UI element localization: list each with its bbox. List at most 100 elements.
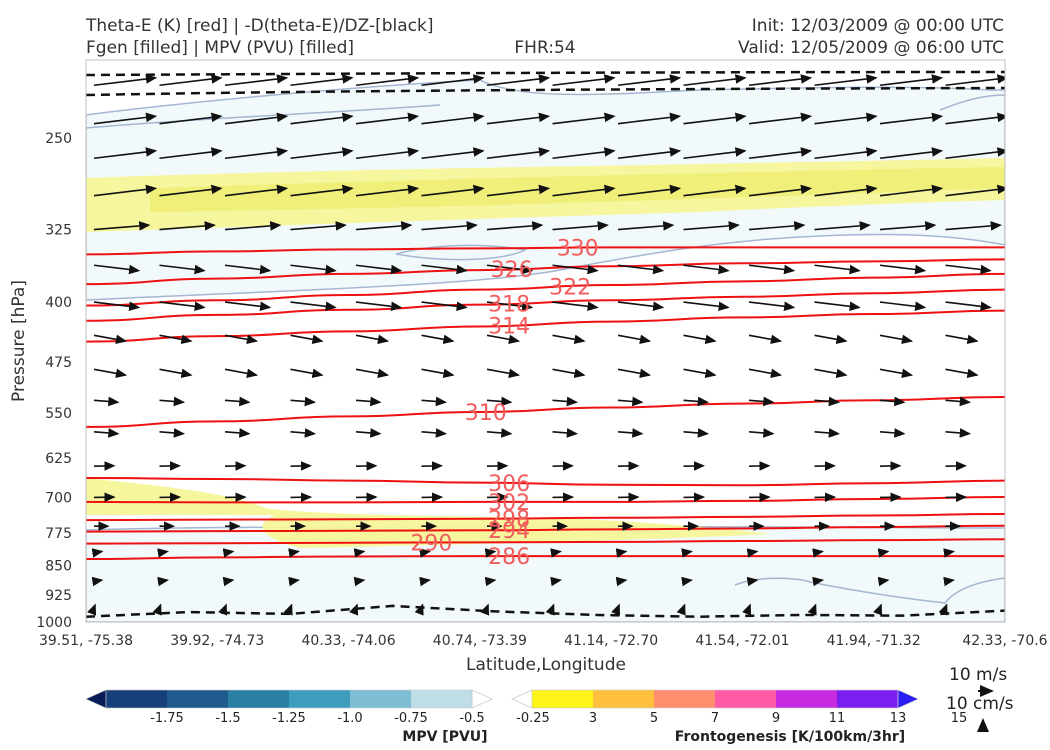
wind-vector xyxy=(617,147,682,160)
wind-vector xyxy=(355,74,420,87)
wind-vector xyxy=(93,184,158,197)
colorbar-extend-low xyxy=(85,689,107,709)
wind-vector xyxy=(349,603,359,616)
theta-e-label-318: 318 xyxy=(488,293,530,318)
wind-vector xyxy=(552,264,599,275)
wind-vector xyxy=(807,603,817,616)
theta-e-line-290 xyxy=(86,538,1005,545)
wind-vector xyxy=(355,112,420,125)
wind-vector xyxy=(879,112,944,125)
wind-vector xyxy=(224,221,282,231)
colorbar-tick-label: -1.5 xyxy=(215,711,240,726)
wind-vector xyxy=(157,548,169,558)
wind-vector xyxy=(159,368,193,379)
wind-vector xyxy=(879,74,944,87)
wind-vector xyxy=(159,264,206,275)
wind-vector xyxy=(683,112,747,125)
wind-vector xyxy=(290,301,337,312)
wind-vector xyxy=(486,221,544,231)
wind-vector xyxy=(421,428,448,438)
wind-vector xyxy=(748,147,813,160)
theta-e-line-286 xyxy=(86,555,1005,561)
colorbar-extend-high xyxy=(471,689,493,709)
y-tick-label: 775 xyxy=(45,526,72,542)
wind-vector xyxy=(742,603,752,616)
wind-vector xyxy=(159,334,193,345)
wind-vector xyxy=(290,368,324,379)
wind-vector xyxy=(290,396,317,407)
wind-vector xyxy=(224,264,272,275)
colorbar-tick-label: 9 xyxy=(772,711,780,726)
wind-vector xyxy=(945,428,972,438)
y-tick-label: 400 xyxy=(45,295,72,311)
theta-e-line-314 xyxy=(86,309,1005,343)
wind-vector xyxy=(552,221,609,231)
x-axis-ticks: 39.51, -75.38 39.92, -74.73 40.33, -74.06 4… xyxy=(39,633,1048,649)
wind-vector xyxy=(945,147,1005,160)
plot-frame xyxy=(85,59,1006,623)
wind-vector xyxy=(943,548,955,558)
wind-vector xyxy=(93,428,120,438)
valid-time: Valid: 12/05/2009 @ 06:00 UTC xyxy=(738,38,1004,58)
colorbar-tick-label: 5 xyxy=(650,711,658,726)
wind-vector xyxy=(480,603,490,616)
x-tick-label: 41.54, -72.01 xyxy=(695,633,789,649)
wind-vector xyxy=(159,396,186,407)
wind-vector xyxy=(421,396,448,407)
wind-vector xyxy=(159,428,186,438)
theta-e-label-294: 294 xyxy=(488,519,530,544)
theta-e-line-326 xyxy=(86,258,1005,286)
wind-vector xyxy=(814,147,878,160)
wind-vector xyxy=(945,368,979,379)
wind-vector xyxy=(945,396,972,407)
wind-vector xyxy=(879,184,944,197)
wind-vector xyxy=(683,368,717,379)
wind-vector xyxy=(91,548,104,558)
wind-vector xyxy=(748,396,775,407)
wind-vector xyxy=(222,576,235,587)
wind-vector xyxy=(159,74,223,87)
colorbar-frame xyxy=(531,689,899,709)
x-axis-label: Latitude,Longitude xyxy=(466,655,626,675)
colorbar-swatch xyxy=(106,690,168,708)
wind-vector xyxy=(421,74,485,87)
wind-vector xyxy=(879,147,944,160)
wind-vector xyxy=(746,576,759,587)
fgen-fill-upper-core xyxy=(150,167,1005,212)
wind-vector xyxy=(552,184,616,197)
mpv-colorbar: -1.75 -1.5 -1.25 -1.0 -0.75 -0.5 -0.25 xyxy=(85,689,550,726)
theta-e-line-298 xyxy=(86,513,1005,522)
theta-e-line-310 xyxy=(86,395,1005,428)
forecast-hour: FHR:54 xyxy=(514,38,575,58)
wind-vector xyxy=(877,548,890,558)
theta-e-line-322 xyxy=(86,272,1005,307)
wind-vector xyxy=(681,548,693,558)
fgen-fill-lower xyxy=(86,478,770,548)
wind-vector xyxy=(93,264,141,275)
theta-e-line-302 xyxy=(86,495,1005,504)
colorbar-swatch xyxy=(289,690,351,708)
wind-vector xyxy=(748,334,783,345)
mpv-colorbar-label: MPV [PVU] xyxy=(402,729,487,745)
wind-vector xyxy=(617,221,675,231)
wind-vector xyxy=(676,603,686,616)
wind-vector xyxy=(484,576,497,587)
colorbar-tick-label: -0.25 xyxy=(516,711,550,726)
wind-vector xyxy=(93,147,158,160)
y-tick-label: 625 xyxy=(45,451,72,467)
wind-vector xyxy=(552,368,586,379)
stability-contour-top-1 xyxy=(86,70,1005,77)
wind-vector xyxy=(617,396,644,407)
theta-e-contours xyxy=(86,246,1005,561)
wind-vector xyxy=(748,428,775,438)
theta-e-line-294 xyxy=(86,524,1005,533)
colorbar-tick-label: 3 xyxy=(589,711,597,726)
x-tick-label: 41.14, -72.70 xyxy=(564,633,658,649)
wind-vector xyxy=(486,334,521,345)
wind-vector xyxy=(552,301,599,312)
wind-vector xyxy=(683,221,740,231)
y-axis-label: Pressure [hPa] xyxy=(9,280,29,402)
x-tick-label: 40.74, -73.39 xyxy=(433,633,527,649)
wind-vector xyxy=(222,548,235,558)
